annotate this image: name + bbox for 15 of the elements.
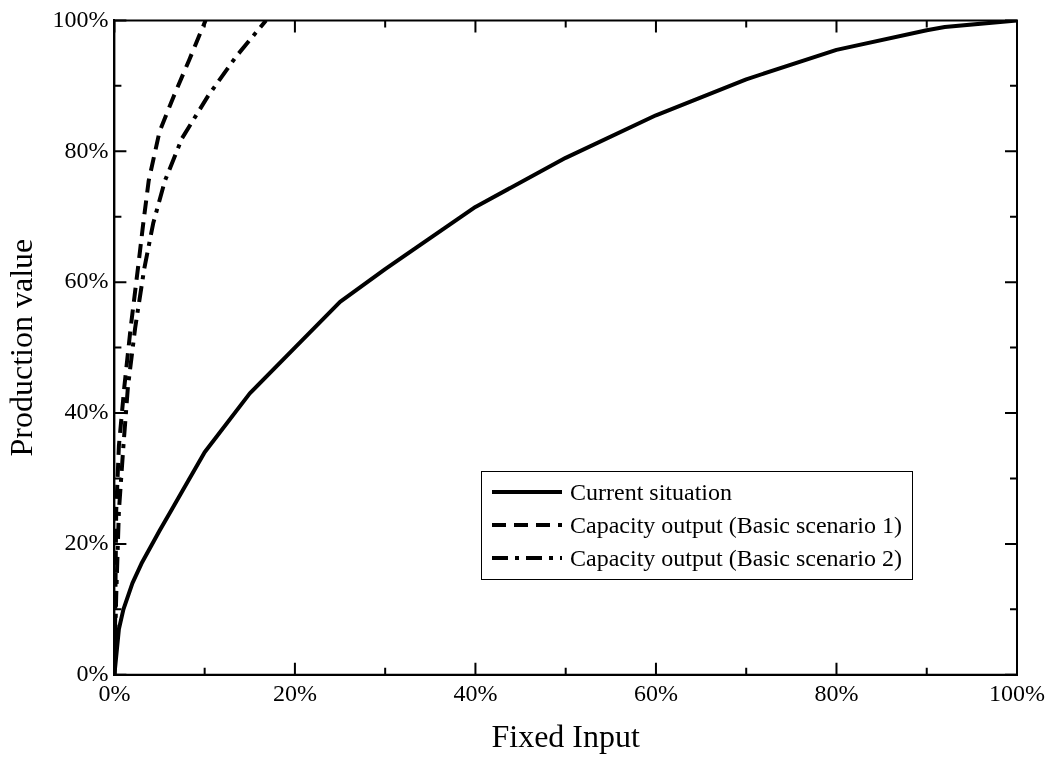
y-tick-label: 80%: [64, 136, 109, 163]
x-tick-label: 20%: [272, 680, 317, 707]
y-tick-label: 20%: [64, 529, 109, 556]
legend-label: Current situation: [570, 477, 732, 507]
y-tick-label: 60%: [64, 267, 109, 294]
x-axis-title: Fixed Input: [491, 718, 641, 755]
x-tick-label: 60%: [633, 680, 678, 707]
x-tick-label: 100%: [989, 680, 1045, 707]
y-tick-label: 40%: [64, 398, 109, 425]
y-axis-title: Production value: [2, 238, 39, 457]
x-tick-label: 80%: [814, 680, 859, 707]
y-tick-label: 100%: [52, 5, 109, 32]
legend-label: Capacity output (Basic scenario 1): [570, 510, 902, 540]
x-tick-label: 40%: [453, 680, 498, 707]
legend-label: Capacity output (Basic scenario 2): [570, 543, 902, 573]
